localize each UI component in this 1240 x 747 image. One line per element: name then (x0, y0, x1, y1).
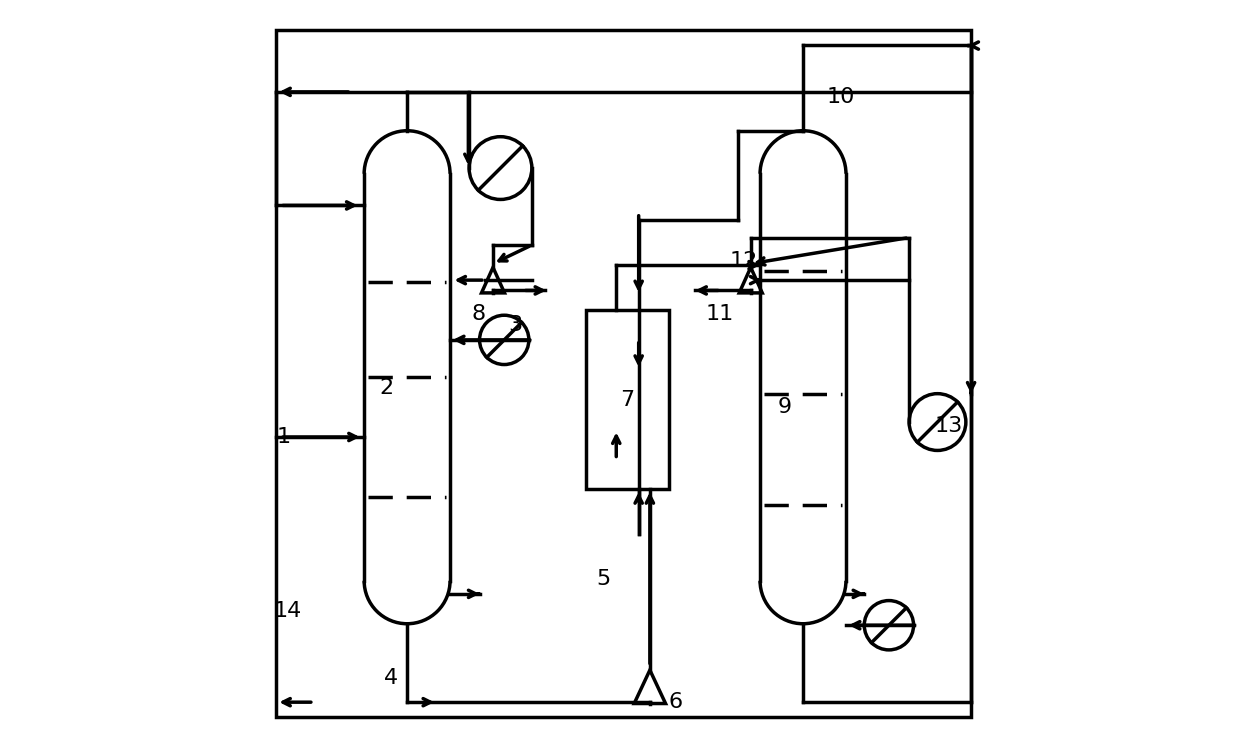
Text: 12: 12 (729, 252, 758, 271)
Text: 5: 5 (596, 569, 610, 589)
Text: 11: 11 (706, 304, 734, 323)
Text: 8: 8 (471, 304, 485, 323)
Text: 4: 4 (383, 668, 398, 687)
Text: 6: 6 (668, 692, 683, 712)
Text: 14: 14 (274, 601, 301, 621)
Text: 13: 13 (935, 416, 962, 436)
Bar (587, 310, 668, 489)
Text: 10: 10 (826, 87, 854, 107)
Text: 9: 9 (777, 397, 791, 417)
Text: 3: 3 (508, 315, 522, 335)
Text: 7: 7 (620, 390, 635, 409)
Text: 2: 2 (379, 379, 394, 398)
Text: 1: 1 (277, 427, 291, 447)
